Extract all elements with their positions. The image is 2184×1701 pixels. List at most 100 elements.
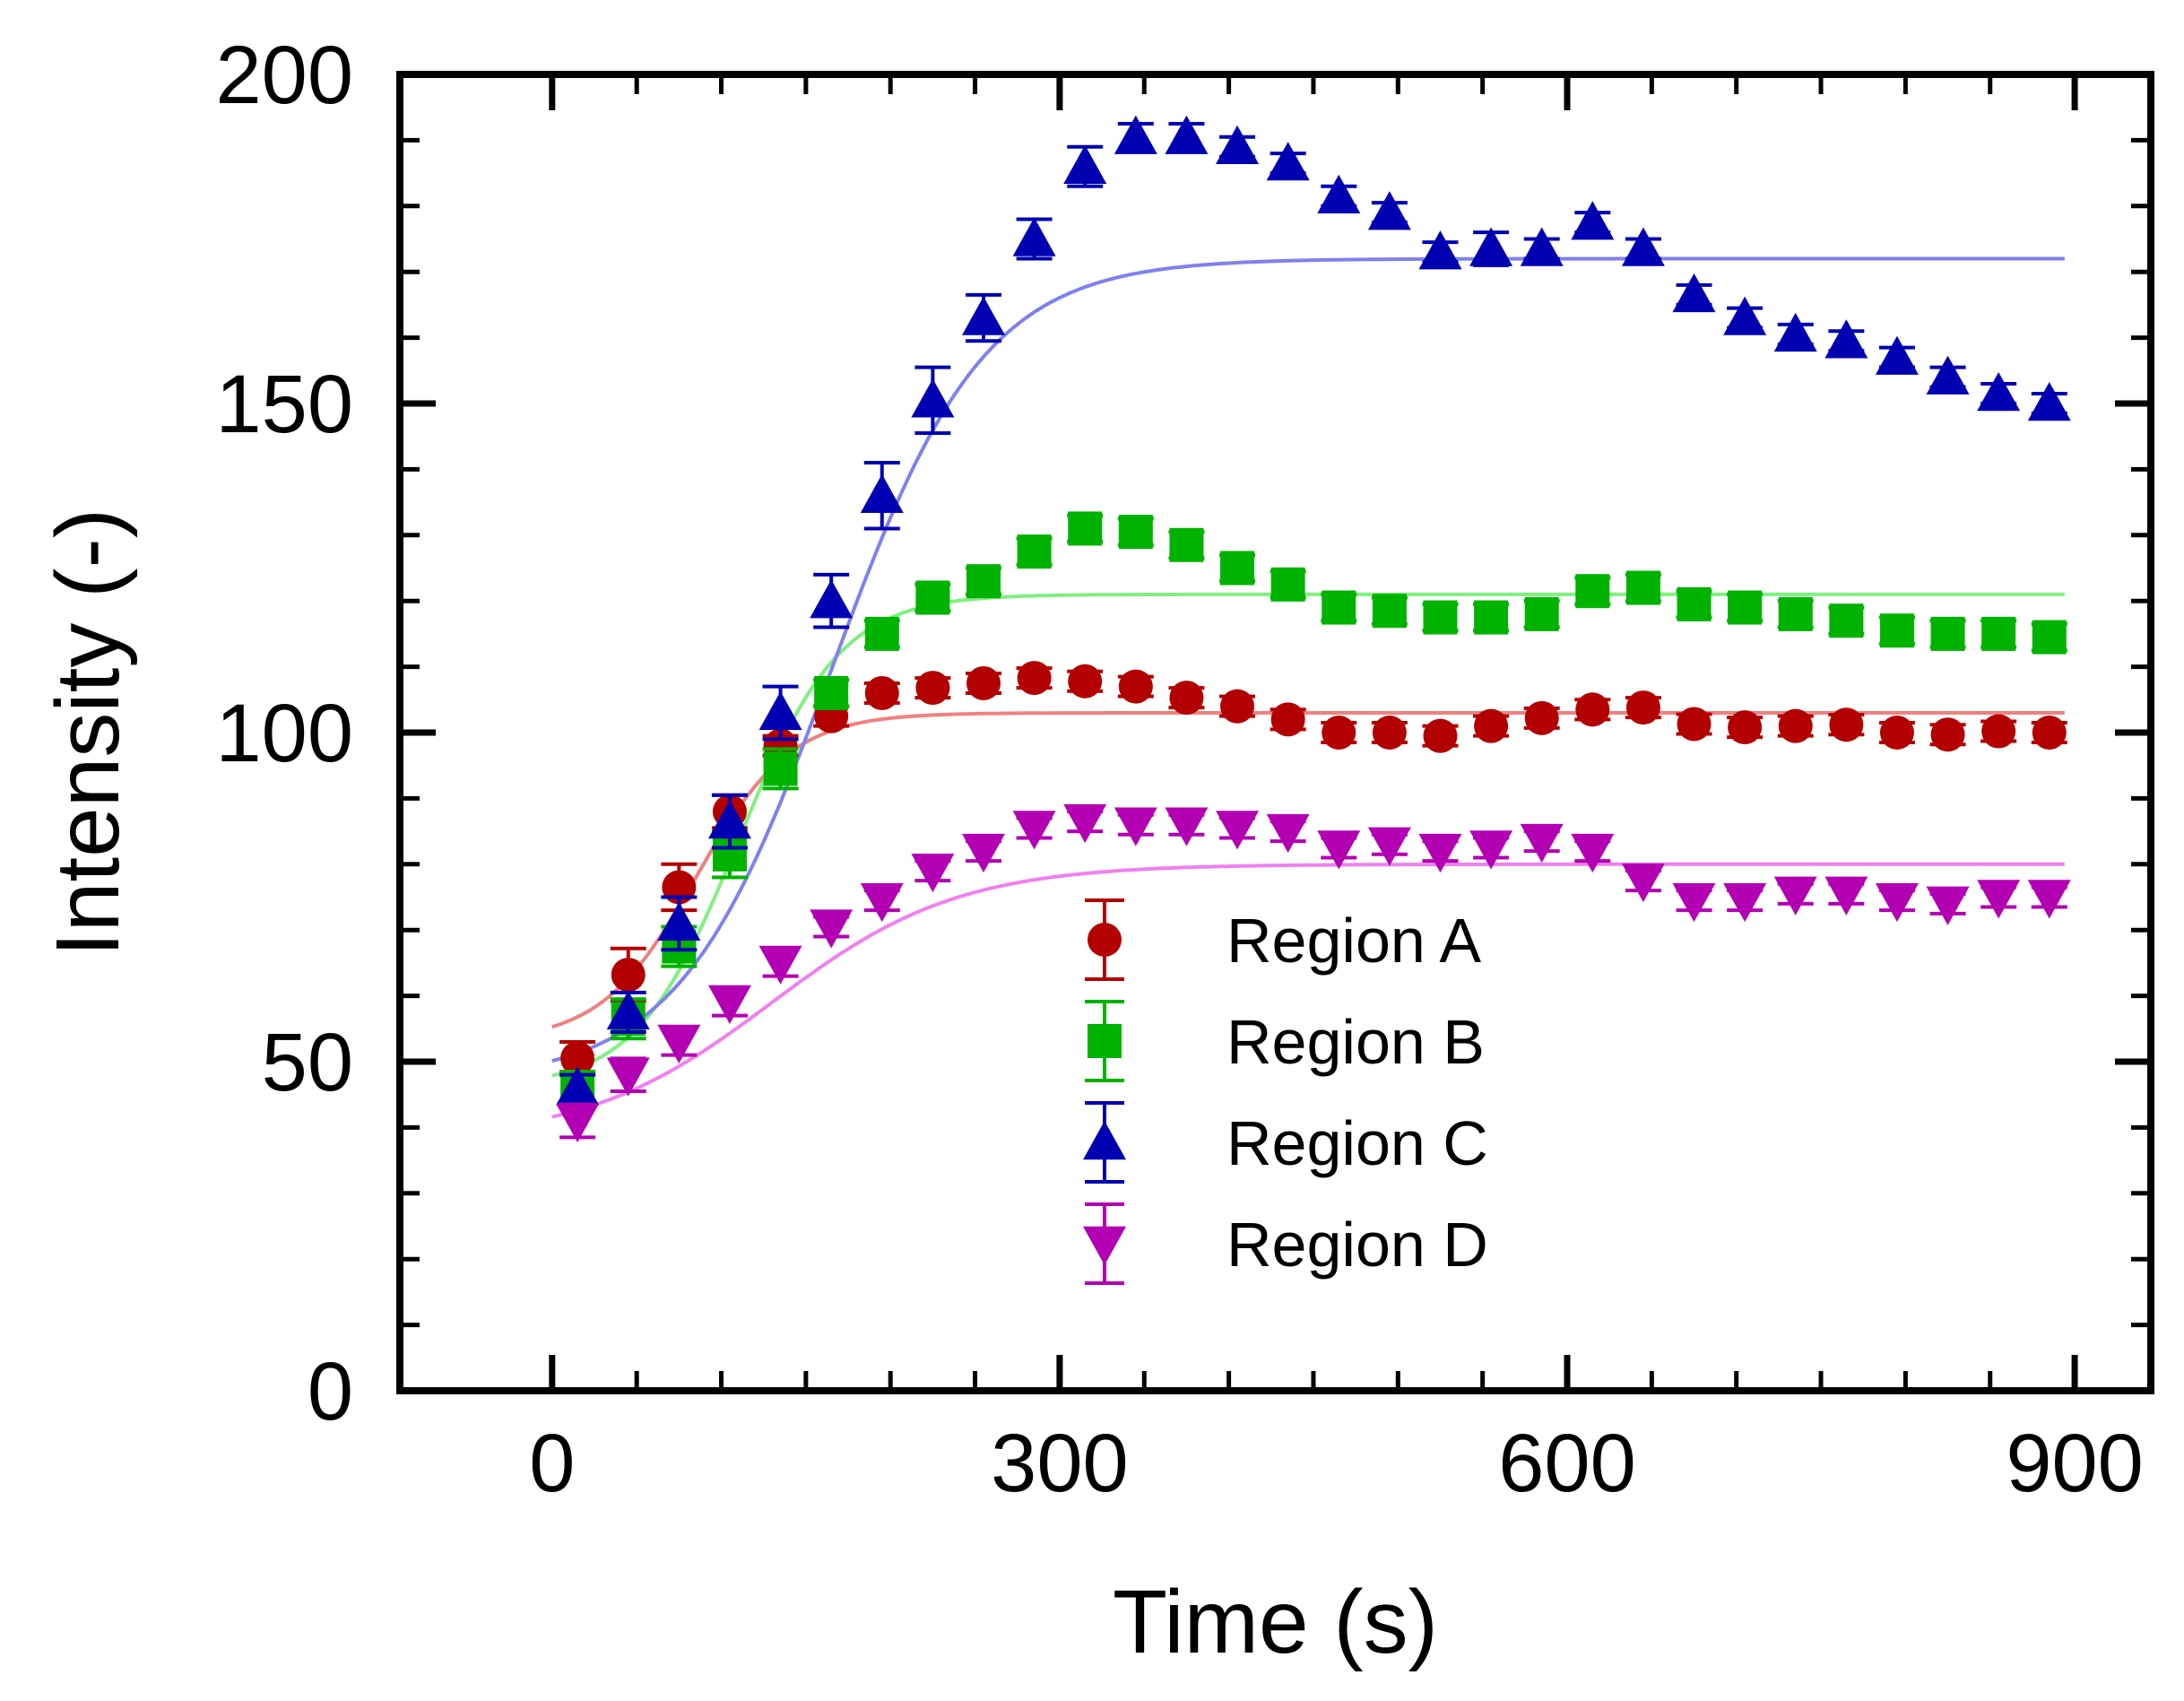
x-tick-label: 600 bbox=[1498, 1418, 1636, 1509]
data-point bbox=[1469, 227, 1513, 266]
data-point bbox=[1875, 335, 1919, 375]
data-point bbox=[1672, 882, 1716, 923]
y-axis-title: Intensity (-) bbox=[38, 508, 138, 957]
data-point bbox=[915, 580, 950, 615]
legend-item-region-d: Region D bbox=[1083, 1202, 1488, 1285]
legend: Region A Region B Region C Region D bbox=[1083, 898, 1488, 1285]
data-point bbox=[2027, 382, 2071, 421]
data-point bbox=[864, 675, 899, 710]
data-point bbox=[1017, 534, 1052, 569]
data-point bbox=[1879, 613, 1914, 648]
data-point bbox=[1977, 880, 2021, 919]
data-point bbox=[860, 473, 904, 513]
legend-label: Region D bbox=[1226, 1210, 1488, 1280]
data-point bbox=[1773, 312, 1817, 352]
data-point bbox=[1625, 690, 1660, 725]
data-point bbox=[1981, 616, 2016, 651]
legend-item-region-a: Region A bbox=[1085, 898, 1481, 981]
data-point bbox=[1524, 596, 1559, 631]
data-point bbox=[1266, 813, 1310, 854]
data-point bbox=[1875, 882, 1919, 923]
data-point bbox=[560, 1041, 595, 1076]
data-point bbox=[1012, 217, 1056, 256]
tick-labels: 0 300 600 900 0 50 100 150 200 bbox=[216, 30, 2144, 1509]
data-point bbox=[1621, 863, 1665, 903]
data-point bbox=[814, 675, 849, 710]
data-point bbox=[657, 1024, 701, 1063]
data-point bbox=[1930, 717, 1965, 752]
data-point bbox=[763, 751, 798, 786]
data-point bbox=[1778, 596, 1813, 631]
data-point bbox=[1723, 882, 1767, 923]
data-point bbox=[1723, 296, 1767, 335]
data-point bbox=[1524, 700, 1559, 735]
data-point bbox=[1012, 811, 1056, 850]
fit-curve-region-d bbox=[551, 862, 2065, 1119]
data-point bbox=[1575, 574, 1610, 609]
legend-marker bbox=[1083, 1121, 1126, 1160]
data-point bbox=[1829, 603, 1864, 638]
data-point bbox=[810, 909, 854, 949]
series-region-c bbox=[556, 115, 2071, 1106]
data-point bbox=[707, 800, 751, 839]
data-point bbox=[1930, 616, 1965, 651]
data-point bbox=[1423, 718, 1458, 753]
data-point bbox=[1317, 830, 1361, 870]
data-point bbox=[1165, 807, 1209, 846]
x-axis-title: Time (s) bbox=[1113, 1572, 1438, 1672]
legend-marker bbox=[1088, 923, 1122, 957]
fit-curve-region-b bbox=[551, 592, 2065, 1078]
data-point bbox=[1118, 669, 1153, 704]
data-point bbox=[657, 901, 701, 942]
data-point bbox=[860, 882, 904, 923]
data-point bbox=[1778, 708, 1813, 743]
data-point bbox=[1216, 811, 1260, 850]
data-point bbox=[1165, 115, 1209, 154]
y-tick-label: 50 bbox=[262, 1017, 353, 1108]
data-point bbox=[1114, 115, 1157, 154]
data-point bbox=[1520, 227, 1564, 266]
data-point bbox=[1063, 803, 1107, 844]
data-point bbox=[1672, 273, 1716, 313]
legend-marker bbox=[1088, 1024, 1122, 1058]
data-point bbox=[1367, 191, 1411, 230]
data-point bbox=[1773, 876, 1817, 916]
data-point bbox=[1322, 590, 1356, 625]
data-point bbox=[1571, 201, 1615, 240]
x-tick-label: 900 bbox=[2006, 1418, 2144, 1509]
data-point bbox=[606, 1057, 650, 1097]
data-point bbox=[1571, 833, 1615, 873]
data-point bbox=[911, 378, 955, 418]
data-point bbox=[2032, 620, 2067, 655]
data-point bbox=[1520, 823, 1564, 864]
legend-item-region-b: Region B bbox=[1085, 1000, 1485, 1082]
data-point bbox=[1169, 681, 1204, 716]
data-point bbox=[915, 671, 950, 706]
legend-item-region-c: Region C bbox=[1083, 1101, 1488, 1184]
y-tick-label: 100 bbox=[216, 688, 354, 779]
data-point bbox=[707, 985, 751, 1024]
data-point bbox=[1418, 833, 1462, 873]
data-point bbox=[1469, 830, 1513, 870]
data-point bbox=[1017, 661, 1052, 696]
data-point bbox=[758, 690, 802, 731]
data-point bbox=[556, 1066, 600, 1106]
data-point bbox=[1575, 692, 1610, 727]
data-point bbox=[1677, 707, 1712, 742]
data-point bbox=[962, 833, 1005, 873]
legend-label: Region B bbox=[1226, 1007, 1485, 1077]
data-point bbox=[911, 853, 955, 893]
data-point bbox=[1728, 710, 1763, 745]
data-point bbox=[1114, 807, 1157, 846]
data-point bbox=[1317, 174, 1361, 213]
data-point bbox=[1621, 227, 1665, 266]
data-point bbox=[1677, 586, 1712, 621]
data-series bbox=[556, 115, 2071, 1143]
data-point bbox=[1977, 371, 2021, 412]
data-point bbox=[1474, 708, 1509, 743]
data-point bbox=[611, 958, 646, 993]
data-point bbox=[1322, 716, 1356, 750]
data-point bbox=[2027, 880, 2071, 919]
data-point bbox=[1270, 702, 1305, 737]
data-point bbox=[1926, 355, 1970, 395]
